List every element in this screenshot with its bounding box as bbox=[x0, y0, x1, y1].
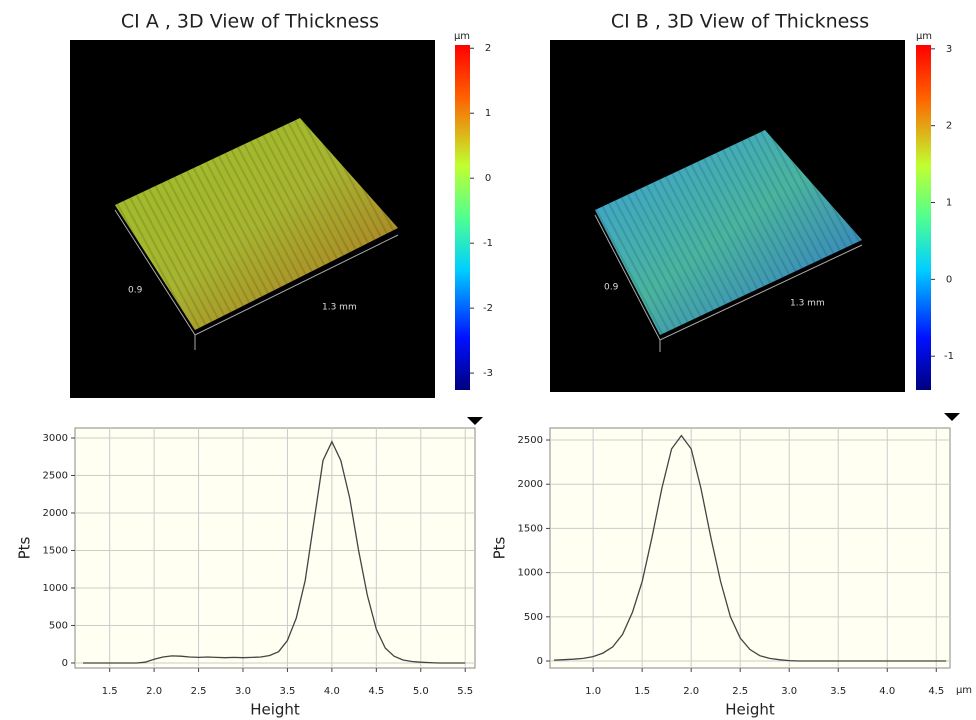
colorbar-tick-label: 2 bbox=[946, 121, 952, 132]
x-axis-title: Height bbox=[725, 701, 775, 719]
y-tick-label: 1000 bbox=[43, 583, 68, 594]
colorbar-unit: µm bbox=[454, 31, 470, 42]
x-tick-label: 2.0 bbox=[146, 686, 162, 697]
x-tick-label: 4.5 bbox=[928, 686, 944, 697]
colorbar-tick-label: -1 bbox=[483, 238, 493, 249]
plot-area bbox=[549, 427, 951, 669]
colorbar-tick-label: -2 bbox=[483, 303, 493, 314]
axis-label: 0.9 bbox=[128, 286, 143, 296]
data-line bbox=[553, 434, 947, 662]
colorbar-tick-label: 0 bbox=[485, 173, 491, 184]
x-unit: µm bbox=[956, 685, 972, 696]
marker bbox=[944, 413, 960, 421]
surface-texture bbox=[595, 130, 862, 335]
x-tick-label: 5.5 bbox=[457, 686, 473, 697]
x-tick-label: 5.0 bbox=[413, 686, 429, 697]
y-axis-title: Pts bbox=[491, 536, 509, 559]
y-tick-label: 500 bbox=[49, 620, 68, 631]
x-tick-label: 4.0 bbox=[879, 686, 895, 697]
y-tick-label: 3000 bbox=[43, 433, 68, 444]
colorbar-tick-label: 0 bbox=[946, 274, 952, 285]
colorbar-unit: µm bbox=[916, 31, 932, 42]
x-tick-label: 3.0 bbox=[781, 686, 797, 697]
x-tick-label: 2.5 bbox=[732, 686, 748, 697]
plot-area bbox=[74, 427, 476, 669]
y-tick-label: 2000 bbox=[518, 479, 543, 490]
y-tick-label: 1500 bbox=[518, 523, 543, 534]
y-axis-title: Pts bbox=[16, 536, 34, 559]
x-tick-label: 2.5 bbox=[191, 686, 207, 697]
axis-label: 1.3 mm bbox=[322, 303, 357, 313]
chart-title: CI B , 3D View of Thickness bbox=[611, 11, 869, 33]
x-tick-label: 3.5 bbox=[279, 686, 295, 697]
y-tick-label: 0 bbox=[62, 658, 68, 669]
x-tick-label: 1.5 bbox=[102, 686, 118, 697]
x-tick-label: 4.5 bbox=[368, 686, 384, 697]
colorbar bbox=[455, 45, 470, 390]
x-tick-label: 2.0 bbox=[683, 686, 699, 697]
colorbar bbox=[916, 45, 931, 390]
axis-label: 1.3 mm bbox=[790, 299, 825, 309]
marker bbox=[467, 417, 483, 425]
colorbar-tick-label: -3 bbox=[483, 368, 493, 379]
y-tick-label: 1500 bbox=[43, 545, 68, 556]
y-tick-label: 500 bbox=[524, 612, 543, 623]
surface-texture bbox=[115, 118, 398, 330]
x-tick-label: 3.5 bbox=[830, 686, 846, 697]
axis-label: 0.9 bbox=[604, 283, 619, 293]
x-axis-title: Height bbox=[250, 701, 300, 719]
y-tick-label: 2500 bbox=[43, 470, 68, 481]
colorbar-tick-label: 3 bbox=[946, 44, 952, 55]
y-tick-label: 1000 bbox=[518, 568, 543, 579]
colorbar-tick-label: 2 bbox=[485, 43, 491, 54]
x-tick-label: 1.5 bbox=[634, 686, 650, 697]
chart-title: CI A , 3D View of Thickness bbox=[121, 11, 379, 33]
data-line bbox=[83, 440, 466, 664]
x-tick-label: 3.0 bbox=[235, 686, 251, 697]
colorbar-tick-label: 1 bbox=[485, 108, 491, 119]
y-tick-label: 2000 bbox=[43, 508, 68, 519]
colorbar-tick-label: -1 bbox=[944, 351, 954, 362]
x-tick-label: 1.0 bbox=[585, 686, 601, 697]
y-tick-label: 0 bbox=[537, 656, 543, 667]
y-tick-label: 2500 bbox=[518, 435, 543, 446]
colorbar-tick-label: 1 bbox=[946, 198, 952, 209]
x-tick-label: 4.0 bbox=[324, 686, 340, 697]
